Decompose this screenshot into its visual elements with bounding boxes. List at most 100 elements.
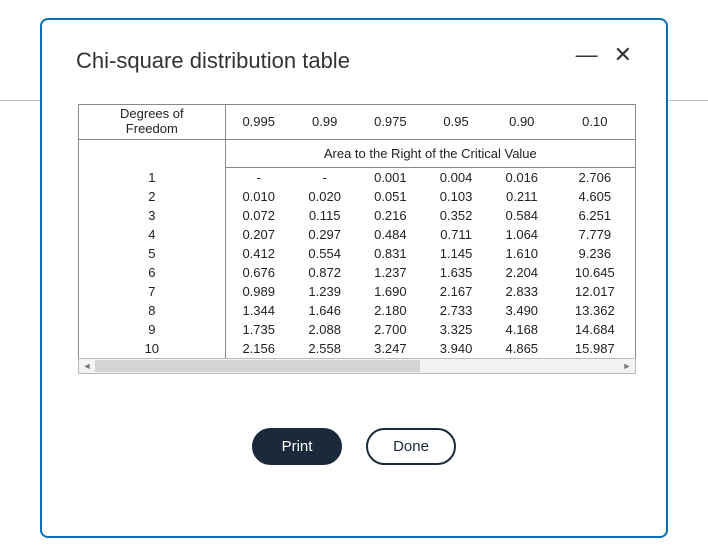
value-cell: 1.610 — [489, 244, 555, 263]
table-header-row: Degrees of Freedom 0.995 0.99 0.975 0.95… — [79, 105, 635, 139]
title-bar: Chi-square distribution table — ✕ — [76, 48, 632, 74]
value-cell: 13.362 — [555, 301, 635, 320]
value-cell: 0.584 — [489, 206, 555, 225]
table-row: 50.4120.5540.8311.1451.6109.236 — [79, 244, 635, 263]
value-cell: 0.989 — [225, 282, 292, 301]
value-cell: 0.412 — [225, 244, 292, 263]
value-cell: 2.167 — [423, 282, 489, 301]
button-row: Print Done — [76, 428, 632, 465]
row-header-label: Degrees of Freedom — [79, 105, 225, 139]
value-cell: 0.216 — [358, 206, 424, 225]
value-cell: 1.646 — [292, 301, 358, 320]
value-cell: 0.711 — [423, 225, 489, 244]
df-cell: 6 — [79, 263, 225, 282]
value-cell: 3.940 — [423, 339, 489, 358]
value-cell: 0.010 — [225, 187, 292, 206]
value-cell: 0.831 — [358, 244, 424, 263]
value-cell: - — [292, 167, 358, 187]
value-cell: 0.001 — [358, 167, 424, 187]
row-header-line1: Degrees of — [120, 106, 184, 121]
value-cell: 4.605 — [555, 187, 635, 206]
value-cell: - — [225, 167, 292, 187]
row-header-line2: Freedom — [126, 121, 178, 136]
col-header: 0.995 — [225, 105, 292, 139]
value-cell: 2.204 — [489, 263, 555, 282]
dialog-title: Chi-square distribution table — [76, 48, 350, 74]
value-cell: 1.145 — [423, 244, 489, 263]
value-cell: 10.645 — [555, 263, 635, 282]
horizontal-scrollbar[interactable]: ◄ ► — [78, 358, 636, 374]
value-cell: 0.207 — [225, 225, 292, 244]
df-cell: 10 — [79, 339, 225, 358]
col-header: 0.95 — [423, 105, 489, 139]
table-row: 91.7352.0882.7003.3254.16814.684 — [79, 320, 635, 339]
table-caption-row: Area to the Right of the Critical Value — [79, 139, 635, 167]
table-row: 1--0.0010.0040.0162.706 — [79, 167, 635, 187]
table-row: 20.0100.0200.0510.1030.2114.605 — [79, 187, 635, 206]
value-cell: 14.684 — [555, 320, 635, 339]
df-cell: 8 — [79, 301, 225, 320]
value-cell: 1.239 — [292, 282, 358, 301]
table-row: 81.3441.6462.1802.7333.49013.362 — [79, 301, 635, 320]
df-cell: 1 — [79, 167, 225, 187]
df-cell: 5 — [79, 244, 225, 263]
value-cell: 1.064 — [489, 225, 555, 244]
print-button[interactable]: Print — [252, 428, 342, 465]
value-cell: 2.706 — [555, 167, 635, 187]
scroll-right-icon[interactable]: ► — [619, 359, 635, 373]
value-cell: 9.236 — [555, 244, 635, 263]
col-header: 0.975 — [358, 105, 424, 139]
table-row: 70.9891.2391.6902.1672.83312.017 — [79, 282, 635, 301]
value-cell: 2.180 — [358, 301, 424, 320]
value-cell: 0.072 — [225, 206, 292, 225]
chi-square-table: Area to the Right of the Critical Value … — [79, 105, 635, 358]
value-cell: 2.088 — [292, 320, 358, 339]
scroll-left-icon[interactable]: ◄ — [79, 359, 95, 373]
value-cell: 0.352 — [423, 206, 489, 225]
value-cell: 6.251 — [555, 206, 635, 225]
value-cell: 0.115 — [292, 206, 358, 225]
value-cell: 0.297 — [292, 225, 358, 244]
table-caption: Area to the Right of the Critical Value — [225, 139, 635, 167]
col-header: 0.99 — [292, 105, 358, 139]
value-cell: 1.237 — [358, 263, 424, 282]
table-container: Area to the Right of the Critical Value … — [78, 104, 636, 358]
col-header: 0.10 — [555, 105, 635, 139]
table-row: 30.0720.1150.2160.3520.5846.251 — [79, 206, 635, 225]
value-cell: 3.490 — [489, 301, 555, 320]
col-header: 0.90 — [489, 105, 555, 139]
value-cell: 3.247 — [358, 339, 424, 358]
value-cell: 0.016 — [489, 167, 555, 187]
close-icon[interactable]: ✕ — [614, 44, 632, 66]
value-cell: 0.020 — [292, 187, 358, 206]
minimize-icon[interactable]: — — [576, 44, 598, 66]
df-cell: 2 — [79, 187, 225, 206]
value-cell: 0.051 — [358, 187, 424, 206]
value-cell: 0.554 — [292, 244, 358, 263]
chi-square-dialog: Chi-square distribution table — ✕ Area t… — [40, 18, 668, 538]
value-cell: 1.635 — [423, 263, 489, 282]
value-cell: 1.344 — [225, 301, 292, 320]
value-cell: 4.168 — [489, 320, 555, 339]
window-controls: — ✕ — [576, 44, 632, 66]
df-cell: 4 — [79, 225, 225, 244]
value-cell: 2.833 — [489, 282, 555, 301]
scroll-thumb[interactable] — [95, 360, 420, 372]
value-cell: 1.690 — [358, 282, 424, 301]
value-cell: 3.325 — [423, 320, 489, 339]
value-cell: 0.484 — [358, 225, 424, 244]
table-row: 60.6760.8721.2371.6352.20410.645 — [79, 263, 635, 282]
value-cell: 2.558 — [292, 339, 358, 358]
table-row: 40.2070.2970.4840.7111.0647.779 — [79, 225, 635, 244]
value-cell: 0.676 — [225, 263, 292, 282]
df-cell: 3 — [79, 206, 225, 225]
value-cell: 0.103 — [423, 187, 489, 206]
value-cell: 0.004 — [423, 167, 489, 187]
scroll-track[interactable] — [95, 359, 619, 373]
value-cell: 1.735 — [225, 320, 292, 339]
value-cell: 2.700 — [358, 320, 424, 339]
done-button[interactable]: Done — [366, 428, 456, 465]
caption-spacer — [79, 139, 225, 167]
df-cell: 7 — [79, 282, 225, 301]
value-cell: 7.779 — [555, 225, 635, 244]
